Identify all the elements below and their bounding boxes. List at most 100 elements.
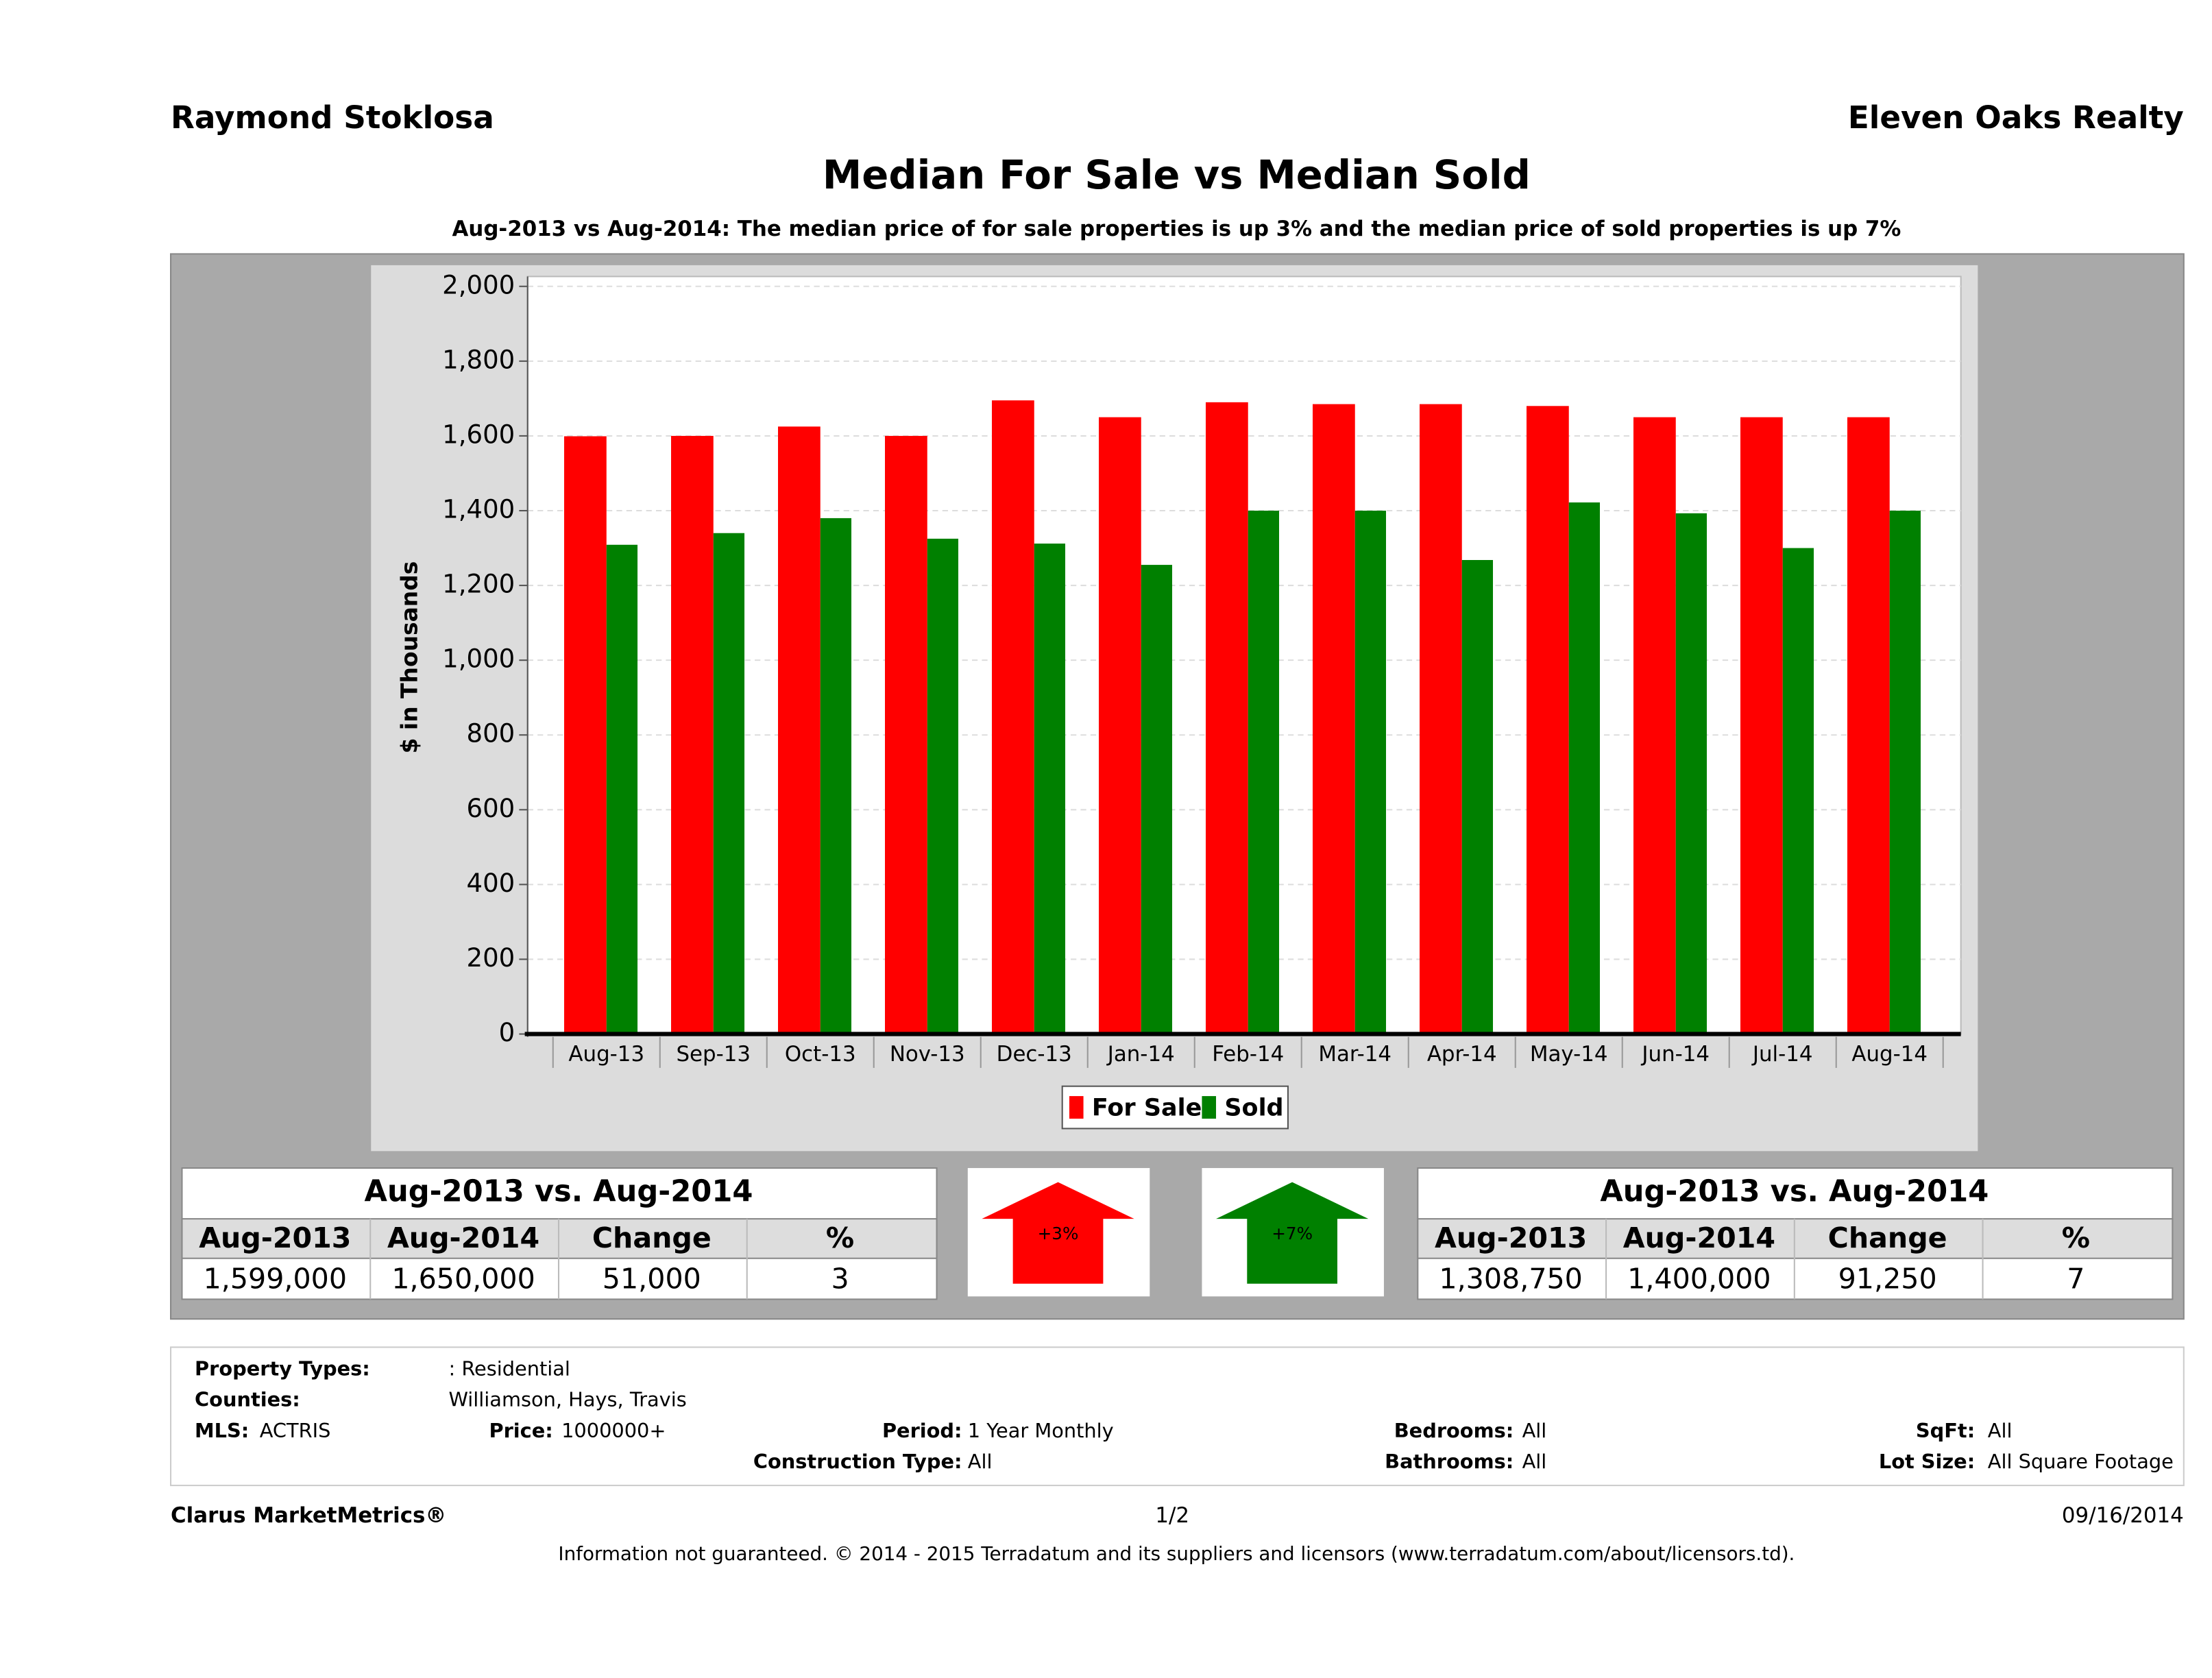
bar — [927, 538, 959, 1034]
summary-heading: Aug-2013 vs. Aug-2014 — [365, 1175, 753, 1209]
bar — [1354, 510, 1387, 1034]
footer-date: 09/16/2014 — [2062, 1503, 2184, 1528]
bar — [671, 435, 714, 1034]
criteria-value: All — [1522, 1419, 1547, 1442]
y-axis-label: $ in Thousands — [396, 561, 422, 754]
criteria-value: All — [968, 1450, 993, 1473]
x-tick-label: Aug-13 — [568, 1042, 644, 1067]
column-header: Change — [592, 1221, 712, 1254]
x-tick-label: Oct-13 — [785, 1042, 856, 1067]
criteria-label: Bedrooms: — [1394, 1419, 1514, 1442]
criteria-label: Property Types: — [195, 1357, 370, 1380]
column-header: Aug-2014 — [1623, 1221, 1775, 1254]
criteria-value: 1000000+ — [561, 1419, 666, 1442]
arrow-label: +7% — [1272, 1224, 1313, 1243]
criteria-value: 1 Year Monthly — [968, 1419, 1114, 1442]
cell-value: 51,000 — [603, 1263, 701, 1296]
chart-title: Median For Sale vs Median Sold — [823, 152, 1531, 198]
arrow — [1216, 1182, 1369, 1284]
y-tick-label: 1,400 — [442, 494, 515, 524]
bar — [1740, 417, 1783, 1034]
x-tick-label: Dec-13 — [997, 1042, 1072, 1067]
bar — [606, 544, 638, 1034]
bar — [1889, 510, 1921, 1034]
bar — [1034, 543, 1066, 1034]
criteria-label: MLS: — [195, 1419, 249, 1442]
cell-value: 7 — [2067, 1263, 2085, 1296]
bar — [1461, 559, 1494, 1034]
y-tick-label: 2,000 — [442, 270, 515, 300]
bar — [1526, 406, 1569, 1034]
bar — [885, 435, 927, 1034]
criteria-label: SqFt: — [1916, 1419, 1975, 1442]
bar — [820, 518, 852, 1034]
criteria-value: All — [1988, 1419, 2013, 1442]
y-tick-label: 1,600 — [442, 420, 515, 449]
criteria-value: : Residential — [448, 1357, 570, 1380]
y-tick-label: 800 — [467, 719, 515, 749]
y-tick-label: 0 — [499, 1018, 515, 1047]
cell-value: 1,650,000 — [391, 1263, 535, 1296]
y-tick-label: 400 — [467, 868, 515, 898]
y-tick-label: 200 — [467, 943, 515, 973]
y-tick-label: 1,800 — [442, 345, 515, 374]
bar — [564, 436, 607, 1034]
bar — [1312, 404, 1355, 1034]
legend-label: Sold — [1224, 1095, 1283, 1122]
bar — [1847, 417, 1890, 1034]
criteria-label: Period: — [882, 1419, 962, 1442]
x-tick-label: Jul-14 — [1751, 1042, 1813, 1067]
y-tick-label: 600 — [467, 794, 515, 823]
x-tick-label: Aug-14 — [1851, 1042, 1928, 1067]
criteria-label: Lot Size: — [1879, 1450, 1975, 1473]
criteria-label: Construction Type: — [753, 1450, 962, 1473]
bar — [778, 426, 821, 1034]
arrow-label: +3% — [1038, 1224, 1079, 1243]
x-tick-label: Feb-14 — [1212, 1042, 1284, 1067]
x-tick-label: Mar-14 — [1318, 1042, 1391, 1067]
y-tick-label: 1,200 — [442, 570, 515, 599]
x-tick-label: Sep-13 — [676, 1042, 751, 1067]
bar — [992, 400, 1034, 1034]
x-tick-label: Jan-14 — [1106, 1042, 1175, 1067]
chart-subtitle: Aug-2013 vs Aug-2014: The median price o… — [452, 217, 1901, 241]
x-tick-label: Nov-13 — [890, 1042, 965, 1067]
disclaimer: Information not guaranteed. © 2014 - 201… — [558, 1542, 1795, 1565]
legend-box — [1061, 1085, 1289, 1130]
cell-value: 1,599,000 — [204, 1263, 347, 1296]
bar — [1099, 417, 1141, 1034]
criteria-label: Bathrooms: — [1385, 1450, 1514, 1473]
criteria-value: All Square Footage — [1988, 1450, 2174, 1473]
column-header: Aug-2013 — [199, 1221, 351, 1254]
cell-value: 91,250 — [1838, 1263, 1937, 1296]
bar — [1419, 404, 1462, 1034]
column-header: Change — [1828, 1221, 1947, 1254]
column-header: Aug-2013 — [1435, 1221, 1587, 1254]
x-tick-label: Jun-14 — [1640, 1042, 1710, 1067]
bar — [1633, 417, 1676, 1034]
agent: Raymond Stoklosa — [171, 99, 494, 136]
bar — [1675, 513, 1707, 1034]
x-tick-label: Apr-14 — [1427, 1042, 1497, 1067]
bar — [1206, 402, 1248, 1034]
legend-swatch — [1202, 1096, 1217, 1119]
bar — [1248, 510, 1280, 1034]
bar — [713, 533, 745, 1034]
criteria-label: Price: — [489, 1419, 552, 1442]
column-header: Aug-2014 — [387, 1221, 539, 1254]
legend-label: For Sale — [1092, 1095, 1202, 1122]
bar — [1568, 502, 1601, 1034]
criteria-value: ACTRIS — [260, 1419, 331, 1442]
summary-heading: Aug-2013 vs. Aug-2014 — [1600, 1175, 1989, 1209]
column-header: % — [2062, 1221, 2090, 1254]
company: Eleven Oaks Realty — [1848, 99, 2184, 136]
criteria-value: All — [1522, 1450, 1547, 1473]
cell-value: 1,400,000 — [1627, 1263, 1771, 1296]
x-tick-label: May-14 — [1530, 1042, 1608, 1067]
criteria-label: Counties: — [195, 1388, 300, 1411]
y-tick-label: 1,000 — [442, 644, 515, 674]
criteria-box — [170, 1346, 2185, 1487]
criteria-value: Williamson, Hays, Travis — [448, 1388, 686, 1411]
